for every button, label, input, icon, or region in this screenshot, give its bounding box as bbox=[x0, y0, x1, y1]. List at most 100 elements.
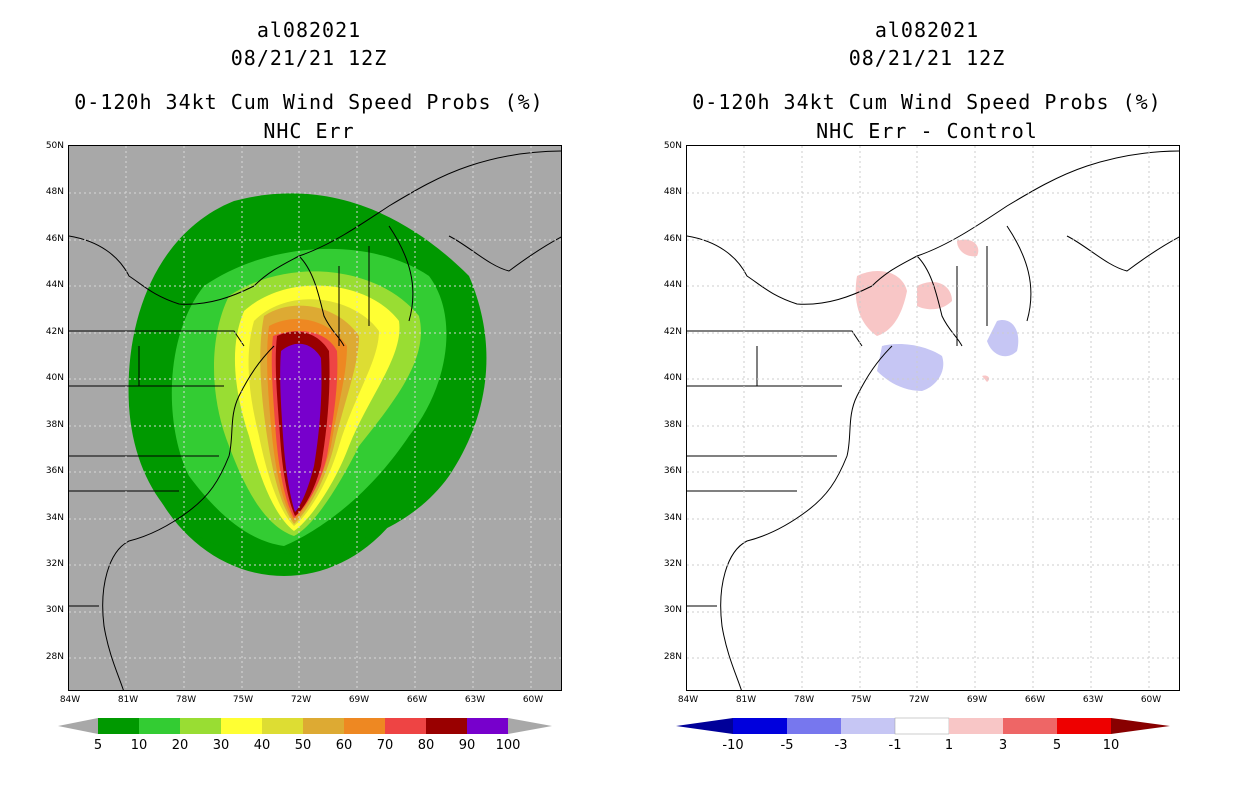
lat-label: 46N bbox=[663, 234, 682, 244]
lon-label: 69W bbox=[966, 695, 988, 705]
datetime: 08/21/21 12Z bbox=[230, 46, 388, 70]
lon-label: 81W bbox=[117, 695, 139, 705]
lon-label: 60W bbox=[522, 695, 544, 705]
colorbar-over-arrow bbox=[1111, 718, 1170, 734]
lat-label: 48N bbox=[663, 187, 682, 197]
lat-label: 48N bbox=[45, 187, 64, 197]
difference-map-graphic bbox=[687, 146, 1179, 690]
lon-label: 84W bbox=[59, 695, 81, 705]
colorbar-label: -3 bbox=[834, 738, 848, 753]
lat-label: 42N bbox=[45, 327, 64, 337]
colorbar-label: 80 bbox=[417, 738, 435, 753]
colorbar-label: 1 bbox=[944, 738, 954, 753]
colorbar-label: -5 bbox=[780, 738, 794, 753]
colorbar-swatch bbox=[180, 718, 221, 734]
positive-diff-area bbox=[957, 239, 979, 257]
colorbar-label: 30 bbox=[212, 738, 230, 753]
colorbar-swatch bbox=[98, 718, 139, 734]
colorbar-label: 50 bbox=[294, 738, 312, 753]
colorbar-swatch bbox=[139, 718, 180, 734]
colorbar-label: 70 bbox=[376, 738, 394, 753]
colorbar-label: 60 bbox=[335, 738, 353, 753]
lat-label: 28N bbox=[45, 652, 64, 662]
gridlines bbox=[69, 146, 561, 690]
lon-label: 75W bbox=[232, 695, 254, 705]
lat-label: 40N bbox=[663, 373, 682, 383]
colorbar-label: 40 bbox=[253, 738, 271, 753]
lon-label: 78W bbox=[793, 695, 815, 705]
colorbar-label: 5 bbox=[93, 738, 103, 753]
product-title: 0-120h 34kt Cum Wind Speed Probs (%) bbox=[74, 90, 544, 114]
difference-colorbar bbox=[676, 717, 1170, 735]
colorbar-label: -1 bbox=[888, 738, 902, 753]
lat-label: 30N bbox=[663, 605, 682, 615]
probability-map-graphic bbox=[69, 146, 561, 690]
lat-label: 32N bbox=[663, 559, 682, 569]
lat-label: 50N bbox=[45, 141, 64, 151]
colorbar-swatch bbox=[733, 718, 787, 734]
probability-colorbar bbox=[58, 718, 552, 734]
negative-diff-area bbox=[987, 320, 1019, 357]
colorbar-under-arrow bbox=[676, 718, 733, 734]
subtitle: NHC Err bbox=[263, 119, 355, 143]
lat-label: 30N bbox=[45, 605, 64, 615]
storm-id: al082021 bbox=[256, 18, 362, 42]
right-panel: al082021 08/21/21 12Z 0-120h 34kt Cum Wi… bbox=[618, 0, 1236, 800]
lon-label: 66W bbox=[406, 695, 428, 705]
colorbar-swatch bbox=[262, 718, 303, 734]
colorbar-swatch bbox=[949, 718, 1003, 734]
colorbar-swatch bbox=[426, 718, 467, 734]
positive-diff-area bbox=[982, 375, 990, 382]
lat-label: 40N bbox=[45, 373, 64, 383]
lat-label: 46N bbox=[45, 234, 64, 244]
positive-diff-area bbox=[855, 271, 907, 336]
probability-map bbox=[68, 145, 562, 691]
lat-label: 34N bbox=[663, 513, 682, 523]
colorbar-label: -10 bbox=[722, 738, 744, 753]
storm-id: al082021 bbox=[874, 18, 980, 42]
colorbar-under-arrow bbox=[58, 718, 98, 734]
positive-diff-area bbox=[917, 281, 952, 310]
lat-label: 34N bbox=[45, 513, 64, 523]
left-panel: al082021 08/21/21 12Z 0-120h 34kt Cum Wi… bbox=[45, 18, 562, 753]
contour-90 bbox=[280, 343, 322, 512]
lat-label: 42N bbox=[663, 327, 682, 337]
colorbar-over-arrow bbox=[508, 718, 552, 734]
colorbar-label: 5 bbox=[1052, 738, 1062, 753]
lat-label: 38N bbox=[663, 420, 682, 430]
lat-label: 36N bbox=[45, 466, 64, 476]
lat-label: 28N bbox=[663, 652, 682, 662]
colorbar-swatch bbox=[787, 718, 841, 734]
colorbar-swatch bbox=[385, 718, 426, 734]
colorbar-swatch bbox=[467, 718, 508, 734]
colorbar-swatch bbox=[221, 718, 262, 734]
subtitle: NHC Err - Control bbox=[816, 119, 1038, 143]
lon-label: 84W bbox=[677, 695, 699, 705]
lon-label: 63W bbox=[1082, 695, 1104, 705]
lon-label: 72W bbox=[908, 695, 930, 705]
lat-label: 50N bbox=[663, 141, 682, 151]
lat-label: 38N bbox=[45, 420, 64, 430]
coastlines bbox=[69, 150, 561, 690]
difference-map bbox=[686, 145, 1180, 691]
lat-label: 32N bbox=[45, 559, 64, 569]
lon-label: 69W bbox=[348, 695, 370, 705]
colorbar-label: 3 bbox=[998, 738, 1008, 753]
colorbar-swatch bbox=[1057, 718, 1111, 734]
colorbar-label: 10 bbox=[130, 738, 148, 753]
colorbar-label: 10 bbox=[1102, 738, 1120, 753]
product-title: 0-120h 34kt Cum Wind Speed Probs (%) bbox=[692, 90, 1162, 114]
colorbar-swatch bbox=[1003, 718, 1057, 734]
lon-label: 72W bbox=[290, 695, 312, 705]
coastlines bbox=[687, 150, 1179, 690]
lat-label: 44N bbox=[663, 280, 682, 290]
lon-label: 78W bbox=[175, 695, 197, 705]
colorbar-label: 20 bbox=[171, 738, 189, 753]
lon-label: 60W bbox=[1140, 695, 1162, 705]
colorbar-swatch bbox=[303, 718, 344, 734]
colorbar-swatch bbox=[841, 718, 895, 734]
lon-label: 81W bbox=[735, 695, 757, 705]
colorbar-swatch bbox=[894, 717, 950, 735]
lat-label: 44N bbox=[45, 280, 64, 290]
lon-label: 63W bbox=[464, 695, 486, 705]
